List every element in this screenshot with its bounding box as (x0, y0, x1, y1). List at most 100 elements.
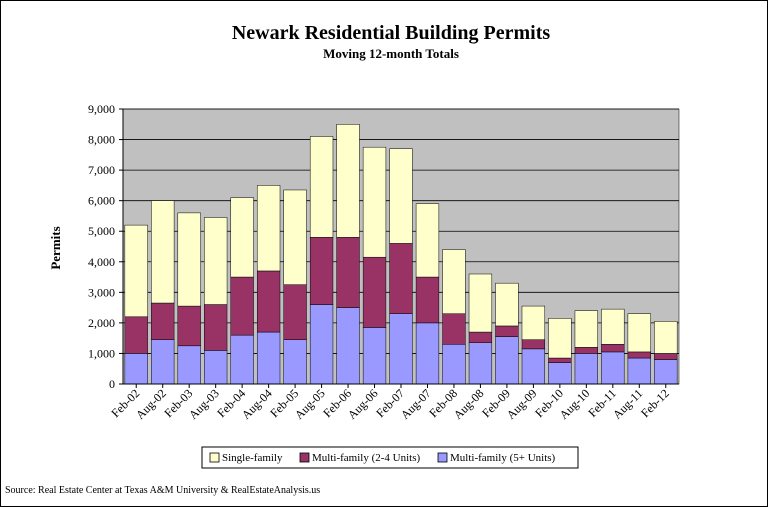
y-tick-label: 1,000 (88, 346, 115, 360)
x-tick-label: Aug-05 (292, 386, 328, 422)
bar-segment (362, 256, 387, 328)
bar-segment (124, 316, 148, 354)
bar-segment (627, 351, 651, 359)
legend-swatch-single-family (209, 452, 220, 463)
bar-segment (521, 339, 546, 350)
bar-segment (151, 200, 175, 304)
bar-segment (309, 136, 334, 238)
bar-segment (442, 344, 466, 385)
legend: Single-family Multi-family (2-4 Units) M… (201, 446, 579, 469)
bar-segment (362, 327, 387, 385)
legend-swatch-multi-family-2-4 (299, 452, 310, 463)
bar-segment (495, 325, 519, 337)
x-tick-label: Aug-08 (451, 386, 487, 422)
bar-segment (124, 353, 148, 385)
bar-segment (442, 313, 466, 345)
chart-title: Newark Residential Building Permits (232, 22, 551, 44)
bar-segment (177, 212, 201, 307)
bar-segment (204, 304, 228, 351)
bar-segment (548, 357, 572, 363)
y-tick-label: 7,000 (88, 163, 115, 177)
bar-segment (151, 302, 175, 340)
bar-segment (336, 124, 360, 238)
bar-segment (389, 148, 413, 244)
y-tick-label: 0 (109, 377, 115, 391)
legend-box (201, 446, 579, 469)
bar-segment (468, 331, 493, 343)
bar-segment (283, 284, 307, 340)
chart-subtitle: Moving 12-month Totals (323, 46, 459, 61)
bar-segment (309, 237, 334, 305)
bar-segment (283, 189, 307, 285)
bar-segment (627, 313, 651, 353)
bar-segment (124, 224, 148, 318)
bar-segment (336, 307, 360, 385)
legend-label-single-family: Single-family (222, 452, 283, 464)
bar-segment (495, 282, 519, 327)
x-tick-label: Feb-12 (638, 386, 672, 420)
bar-segment (574, 310, 598, 348)
y-tick-label: 9,000 (88, 102, 115, 116)
bar-segment (468, 342, 493, 385)
bar-segment (415, 276, 440, 324)
legend-swatch-multi-family-5-plus (437, 452, 448, 463)
y-tick-label: 3,000 (88, 285, 115, 299)
x-tick-label: Aug-11 (610, 386, 646, 422)
bar-segment (574, 347, 598, 354)
bar-segment (654, 321, 678, 354)
bar-segment (389, 313, 413, 385)
y-tick-label: 4,000 (88, 255, 115, 269)
bar-segment (548, 318, 572, 359)
bar-segment (601, 344, 625, 353)
bar-segment (601, 308, 625, 345)
bar-segment (230, 276, 254, 336)
bar-segment (415, 322, 440, 385)
x-tick-labels: Feb-02Aug-02Feb-03Aug-03Feb-04Aug-04Feb-… (108, 384, 672, 422)
x-tick-label: Aug-06 (345, 386, 381, 422)
bar-segment (230, 197, 254, 278)
bar-segment (521, 305, 546, 340)
y-axis-label: Permits (48, 226, 63, 269)
bar-segment (256, 331, 281, 385)
bar-segment (362, 146, 387, 258)
bar-segment (204, 350, 228, 385)
bar-segment (256, 185, 281, 272)
bar-segment (442, 249, 466, 314)
bar-segment (256, 270, 281, 333)
bar-segment (627, 357, 651, 385)
x-tick-label: Aug-07 (398, 386, 434, 422)
x-tick-label: Aug-03 (186, 386, 222, 422)
y-tick-label: 6,000 (88, 194, 115, 208)
bar-segment (204, 217, 228, 305)
y-tick-label: 8,000 (88, 133, 115, 147)
bar-segment (336, 237, 360, 308)
y-tick-label: 2,000 (88, 316, 115, 330)
x-tick-label: Aug-09 (504, 386, 540, 422)
bar-segment (151, 339, 175, 385)
bar-segment (574, 353, 598, 385)
x-tick-label: Aug-10 (557, 386, 593, 422)
bar-segment (309, 304, 334, 385)
source-note: Source: Real Estate Center at Texas A&M … (5, 485, 320, 496)
bar-segment (548, 362, 572, 385)
y-tick-labels: 0 1,000 2,000 3,000 4,000 5,000 6,000 7,000 8,00… (88, 102, 115, 391)
bar-segment (415, 203, 440, 278)
bar-segment (177, 345, 201, 385)
bar-segment (230, 334, 254, 385)
legend-label-multi-family-5-plus: Multi-family (5+ Units) (450, 452, 556, 464)
bar-segment (495, 336, 519, 385)
bars-group (124, 124, 678, 385)
bar-segment (468, 273, 493, 333)
x-tick-label: Aug-02 (133, 386, 169, 422)
legend-label-multi-family-2-4: Multi-family (2-4 Units) (312, 452, 420, 464)
bar-segment (177, 305, 201, 347)
y-tick-label: 5,000 (88, 224, 115, 238)
bar-segment (389, 243, 413, 314)
bar-segment (654, 359, 678, 385)
bar-segment (521, 348, 546, 385)
bar-segment (654, 353, 678, 360)
bar-segment (283, 339, 307, 385)
bar-segment (601, 351, 625, 385)
